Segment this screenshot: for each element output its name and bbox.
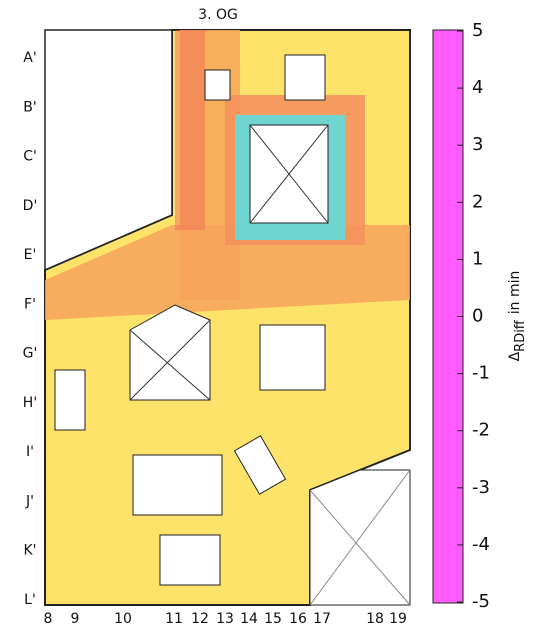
row-label: C' <box>23 149 37 165</box>
colorbar-tick-label: 1 <box>472 248 483 269</box>
column-label: 16 <box>289 611 307 627</box>
colorbar-tick-label: -3 <box>472 477 490 498</box>
column-label: 18 <box>366 611 384 627</box>
colorbar-label: ΔRDiff in min <box>507 271 528 362</box>
colorbar-unit: in min <box>507 271 523 315</box>
row-label: J' <box>25 493 34 509</box>
colorbar-tick-label: 0 <box>472 306 483 327</box>
row-label: I' <box>26 444 34 460</box>
row-label: F' <box>24 296 36 312</box>
column-label: 19 <box>389 611 407 627</box>
row-label: B' <box>23 99 36 115</box>
colorbar-tick-label: 5 <box>472 20 483 41</box>
column-label: 8 <box>44 611 53 627</box>
colorbar-tick-label: 3 <box>472 134 483 155</box>
row-label: G' <box>23 346 38 362</box>
colorbar-tick-label: 4 <box>472 77 483 98</box>
row-label: A' <box>23 50 36 66</box>
colorbar-tick-label: -4 <box>472 534 490 555</box>
column-label: 13 <box>216 611 234 627</box>
column-label: 9 <box>71 611 80 627</box>
row-label: D' <box>23 198 38 214</box>
chart-title: 3. OG <box>198 7 238 23</box>
column-label: 12 <box>191 611 209 627</box>
floor-plan <box>44 29 411 606</box>
colorbar-tick-label: -1 <box>472 363 490 384</box>
colorbar-symbol: Δ <box>507 351 523 361</box>
column-label: 10 <box>114 611 132 627</box>
colorbar-tick-label: 2 <box>472 191 483 212</box>
column-label: 15 <box>264 611 282 627</box>
row-label: H' <box>23 395 37 411</box>
column-label: 17 <box>313 611 331 627</box>
row-label: K' <box>23 543 36 559</box>
colorbar-tick-label: -2 <box>472 420 490 441</box>
column-label: 11 <box>165 611 183 627</box>
column-label: 14 <box>240 611 258 627</box>
colorbar-subscript: RDiff <box>513 319 528 352</box>
row-label: L' <box>24 592 36 608</box>
colorbar-tick-label: -5 <box>472 591 490 612</box>
row-label: E' <box>24 247 37 263</box>
